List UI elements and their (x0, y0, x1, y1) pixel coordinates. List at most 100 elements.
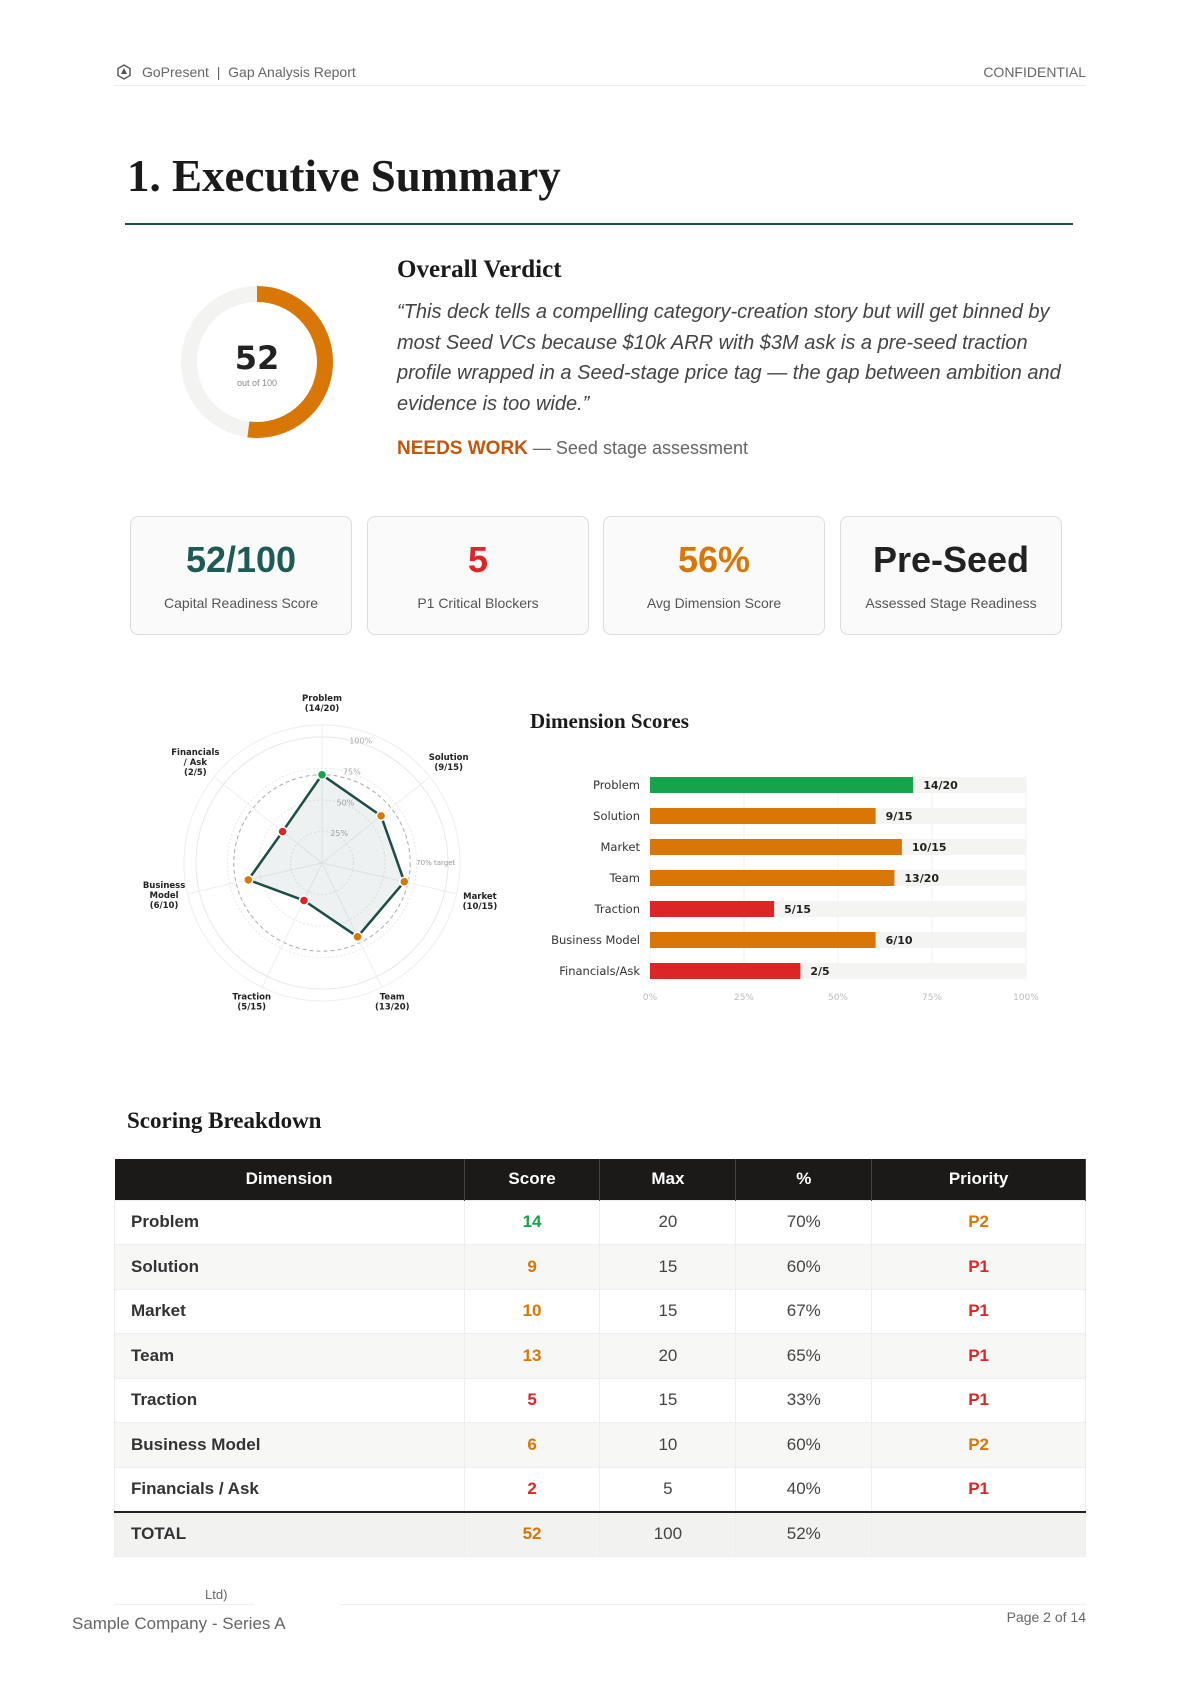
cell-pct: 67% (735, 1288, 873, 1334)
cell-pct: 70% (735, 1199, 873, 1245)
header-divider (114, 85, 1086, 86)
cell-dimension: Problem (114, 1199, 465, 1245)
cell-dimension: Financials / Ask (114, 1466, 465, 1512)
radar-axis-label: Team (13/20) (375, 993, 410, 1013)
radar-axis (261, 862, 323, 988)
radar-point (298, 895, 310, 906)
cell-pct: 40% (735, 1466, 873, 1512)
cell-score: 14 (463, 1199, 601, 1245)
x-tick-label: 0% (643, 993, 658, 1003)
score-gauge: 52 out of 100 (181, 286, 333, 438)
metric-value: Pre-Seed (872, 539, 1030, 580)
column-header: Priority (871, 1159, 1086, 1200)
radar-point (277, 826, 288, 837)
table-row: Team 13 20 65% P1 (114, 1333, 1086, 1379)
cell-max: 15 (599, 1377, 737, 1423)
verdict-quote: “This deck tells a compelling category-c… (397, 301, 1061, 415)
bar-value-label: 6/10 (886, 934, 913, 947)
radar-ring-label: 75% (343, 767, 361, 776)
radar-axis-label-line: Model (150, 891, 179, 901)
cell-pct: 33% (735, 1377, 873, 1423)
confidential-label: CONFIDENTIAL (983, 64, 1086, 80)
cell-max: 15 (599, 1288, 737, 1334)
bar (650, 808, 876, 824)
table-title: Scoring Breakdown (127, 1108, 322, 1133)
radar-axis-label-line: (13/20) (375, 1003, 410, 1013)
bar-value-label: 10/15 (912, 841, 947, 854)
radar-point (316, 769, 328, 781)
cell-pct: 52% (735, 1510, 873, 1557)
cell-max: 10 (599, 1422, 737, 1468)
cell-dimension: Traction (114, 1377, 465, 1423)
radar-axis-label-line: (5/15) (237, 1003, 266, 1013)
cell-priority: P2 (871, 1199, 1086, 1245)
cell-max: 20 (599, 1333, 737, 1379)
radar-axis (321, 862, 457, 895)
bar (650, 839, 902, 855)
metric-label: Capital Readiness Score (163, 595, 319, 611)
cell-dimension: Business Model (114, 1422, 465, 1468)
footer-divider (340, 1604, 1086, 1605)
radar-axis-label-line: Team (380, 993, 405, 1003)
metric-label: Assessed Stage Readiness (865, 595, 1037, 611)
metric-label: Avg Dimension Score (646, 595, 782, 611)
bar (650, 963, 801, 979)
bar-value-label: 2/5 (810, 965, 829, 978)
radar-axis-label-line: Financials (171, 748, 219, 758)
bar-value-label: 5/15 (784, 903, 811, 916)
gauge-score: 52 (235, 339, 280, 377)
bar-category-label: Traction (594, 902, 640, 916)
total-row: TOTAL 52 100 52% (114, 1510, 1086, 1557)
cell-priority: P1 (871, 1288, 1086, 1334)
x-tick-label: 25% (734, 993, 754, 1003)
table-row: Financials / Ask 2 5 40% P1 (114, 1466, 1086, 1512)
radar-ring-label: 50% (337, 798, 355, 807)
radar-axis-label-line: Market (463, 892, 497, 902)
cell-pct: 60% (735, 1244, 873, 1290)
metric-card: 52/100 Capital Readiness Score (130, 516, 352, 635)
footer-divider (114, 1604, 254, 1605)
cell-max: 100 (599, 1510, 737, 1557)
header-brand: GoPresent | Gap Analysis Report (142, 64, 356, 80)
radar-axis-label-line: (10/15) (463, 902, 498, 912)
metric-value: 5 (467, 539, 489, 580)
table-row: Traction 5 15 33% P1 (114, 1377, 1086, 1423)
metric-card: 5 P1 Critical Blockers (367, 516, 589, 635)
column-header: % (735, 1159, 873, 1200)
cell-max: 15 (599, 1244, 737, 1290)
cell-max: 20 (599, 1199, 737, 1245)
table-row: Market 10 15 67% P1 (114, 1288, 1086, 1334)
radar-axis-label-line: (6/10) (150, 901, 179, 911)
radar-polygon (246, 773, 406, 939)
bar-value-label: 13/20 (904, 872, 939, 885)
gauge-arc (181, 286, 333, 438)
cell-dimension: Market (114, 1288, 465, 1334)
scoring-table: Dimension Score Max% Priority Problem 14 20 70… (114, 1159, 1086, 1557)
radar-axis-label: Traction (5/15) (232, 993, 271, 1013)
radar-axis-label-line: Problem (302, 694, 342, 704)
cell-priority: P1 (871, 1466, 1086, 1512)
bar-category-label: Financials/Ask (559, 964, 640, 978)
cell-priority: P2 (871, 1422, 1086, 1468)
cell-score: 2 (463, 1466, 601, 1512)
x-tick-label: 100% (1013, 993, 1039, 1003)
x-tick-label: 75% (922, 993, 942, 1003)
cell-score: 9 (463, 1244, 601, 1290)
bar-category-label: Team (609, 871, 640, 885)
cell-priority: P1 (871, 1377, 1086, 1423)
cell-pct: 60% (735, 1422, 873, 1468)
radar-axis-label-line: (9/15) (434, 763, 463, 773)
radar-axis-label-line: / Ask (184, 758, 208, 768)
radar-axis-label: Solution (9/15) (429, 753, 469, 773)
bar (650, 777, 914, 793)
cell-score: 6 (463, 1422, 601, 1468)
footer-company: Sample Company - Series A (72, 1614, 286, 1633)
table-row: Problem 14 20 70% P2 (114, 1199, 1086, 1245)
gauge-caption: out of 100 (237, 378, 277, 388)
footer-overlap-text: Ltd) (205, 1587, 228, 1602)
cell-dimension: TOTAL (114, 1510, 465, 1557)
metric-label: P1 Critical Blockers (417, 595, 539, 611)
metric-value: 56% (677, 539, 751, 580)
radar-axis-label: Business Model (6/10) (143, 881, 185, 911)
radar-axis-label-line: Business (143, 881, 185, 891)
